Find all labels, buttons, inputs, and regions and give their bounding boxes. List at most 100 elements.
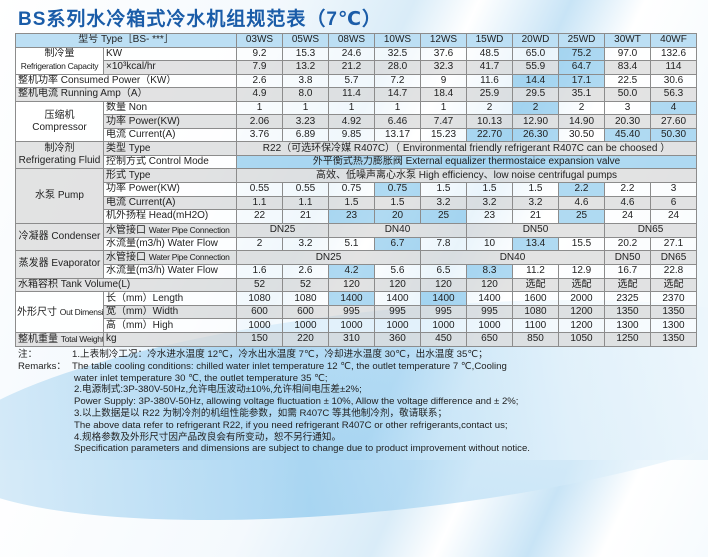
value-cell: 2	[236, 236, 283, 252]
table-row: 冷凝器 Condenser 水管接口 Water Pipe Connection D…	[15, 222, 697, 252]
value-cell: 1100	[512, 318, 559, 333]
value-cell: 48.5	[466, 46, 513, 62]
value-cell: 1350	[650, 304, 697, 320]
value-cell: 2325	[604, 291, 651, 306]
group-pump: 水泵 Pump	[15, 168, 104, 224]
value-cell: 1	[328, 100, 375, 116]
value-cell: 5.6	[374, 264, 421, 279]
value-cell: 1400	[328, 291, 375, 306]
value-cell: 15.23	[420, 127, 467, 143]
value-cell: 2	[512, 100, 559, 116]
value-cell: 1.5	[328, 195, 375, 211]
remark-line: water inlet temperature 30 ℃, the outlet…	[74, 372, 328, 384]
group-fluid: 制冷剂 Refrigerating Fluid	[15, 141, 104, 170]
value-cell: 50.0	[604, 87, 651, 102]
row-label-en: Water Pipe Connection	[148, 252, 230, 263]
value-cell: 50.30	[650, 127, 697, 143]
row-label: 机外扬程 Head(mH2O)	[103, 209, 237, 224]
value-cell: 12.90	[512, 114, 559, 129]
group-label: 冷凝器 Condenser	[18, 230, 101, 242]
value-cell: 17.1	[558, 73, 605, 89]
row-label: 功率 Power(KW)	[103, 114, 237, 129]
value-cell: 132.6	[650, 46, 697, 62]
value-cell: 2.2	[558, 182, 605, 197]
row-label: 水箱容积 Tank Volume(L)	[15, 277, 237, 293]
value-cell: 75.2	[558, 46, 605, 62]
row-label: 水管接口 Water Pipe Connection	[103, 250, 237, 266]
value-cell: 3.8	[282, 73, 329, 89]
value-cell: 0.75	[328, 182, 375, 197]
value-cell: 2	[466, 100, 513, 116]
value-cell: 25.9	[466, 87, 513, 102]
group-label-en: Refrigerating Fluid	[18, 155, 101, 167]
table-row: 水泵 Pump 形式 Type 高效、低噪声离心水泵 High efficiency…	[15, 168, 697, 224]
spec-table: 型号 Type［BS- ***］ 03WS 05WS 08WS 10WS 12WS 15WD…	[15, 33, 697, 347]
row-label: 宽（mm）Width	[103, 304, 237, 320]
model-header: 20WD	[512, 33, 559, 48]
row-label: KW	[103, 46, 237, 62]
value-cell: 18.4	[420, 87, 467, 102]
table-row: 制冷量 Refrigeration Capacity KW 9.2 15.3 24.6 32…	[15, 46, 697, 75]
type-header: 型号 Type［BS- ***］	[15, 33, 237, 48]
model-header: 25WD	[558, 33, 605, 48]
value-cell: 25	[420, 209, 467, 224]
value-cell: DN25	[236, 222, 329, 238]
remark-line: Power Supply: 3P-380V-50Hz, allowing vol…	[74, 396, 519, 408]
group-label: 蒸发器 Evaporator	[18, 258, 101, 270]
value-cell: 6.7	[374, 236, 421, 252]
value-cell: 52	[236, 277, 283, 293]
value-cell: 3.2	[466, 195, 513, 211]
value-cell: 23	[466, 209, 513, 224]
model-header: 03WS	[236, 33, 283, 48]
value-cell: 选配	[604, 277, 651, 293]
value-cell: 1400	[420, 291, 467, 306]
value-cell: 1.5	[466, 182, 513, 197]
value-cell: 30.6	[650, 73, 697, 89]
row-label: 电流 Current(A)	[103, 195, 237, 211]
value-cell: 3	[604, 100, 651, 116]
value-cell: 外平衡式热力膨胀阀 External equalizer thermostaic…	[236, 154, 697, 170]
value-cell: 3.23	[282, 114, 329, 129]
value-cell: 21	[512, 209, 559, 224]
value-cell: 995	[466, 304, 513, 320]
value-cell: DN65	[604, 222, 697, 238]
value-cell: DN65	[650, 250, 697, 266]
value-cell: 1050	[558, 331, 605, 347]
value-cell: 4	[650, 100, 697, 116]
value-cell: 21	[282, 209, 329, 224]
value-cell: 35.1	[558, 87, 605, 102]
model-header: 05WS	[282, 33, 329, 48]
value-cell: 2.06	[236, 114, 283, 129]
value-cell: 27.1	[650, 236, 697, 252]
value-cell: 27.60	[650, 114, 697, 129]
page-title: BS系列水冷箱式冷水机组规范表（7℃）	[18, 9, 382, 30]
group-label-en: Out Dimension	[59, 306, 103, 317]
value-cell: 45.40	[604, 127, 651, 143]
value-cell: DN25	[236, 250, 421, 266]
value-cell: 9.2	[236, 46, 283, 62]
table-row: 控制方式 Control Mode 外平衡式热力膨胀阀 External equa…	[16, 154, 697, 170]
group-label-en: Refrigeration Capacity	[20, 61, 99, 72]
value-cell: 14.4	[512, 73, 559, 89]
value-cell: 15.5	[558, 236, 605, 252]
value-cell: 3	[650, 182, 697, 197]
value-cell: 13.17	[374, 127, 421, 143]
value-cell: 22	[236, 209, 283, 224]
value-cell: 6.46	[374, 114, 421, 129]
group-compressor: 压缩机 Compressor	[15, 100, 104, 143]
value-cell: 995	[328, 304, 375, 320]
group-label-cn: 制冷量	[44, 48, 75, 60]
value-cell: DN40	[328, 222, 467, 238]
value-cell: 24	[650, 209, 697, 224]
value-cell: 1200	[558, 304, 605, 320]
value-cell: 1000	[420, 318, 467, 333]
value-cell: 24.6	[328, 46, 375, 62]
row-label: 功率 Power(KW)	[103, 182, 237, 197]
value-cell: 26.30	[512, 127, 559, 143]
remark-line: 3.以上数据是以 R22 为制冷剂的机组性能参数，如需 R407C 等其他制冷剂…	[74, 407, 448, 419]
model-header: 10WS	[374, 33, 421, 48]
remark-line: The above data refer to refrigerant R22,…	[74, 419, 508, 431]
value-cell: 11.4	[328, 87, 375, 102]
table-row: 压缩机 Compressor 数量 Non 1 1 1 1 1 2 2 2 3 4	[15, 100, 697, 143]
value-cell: 选配	[650, 277, 697, 293]
